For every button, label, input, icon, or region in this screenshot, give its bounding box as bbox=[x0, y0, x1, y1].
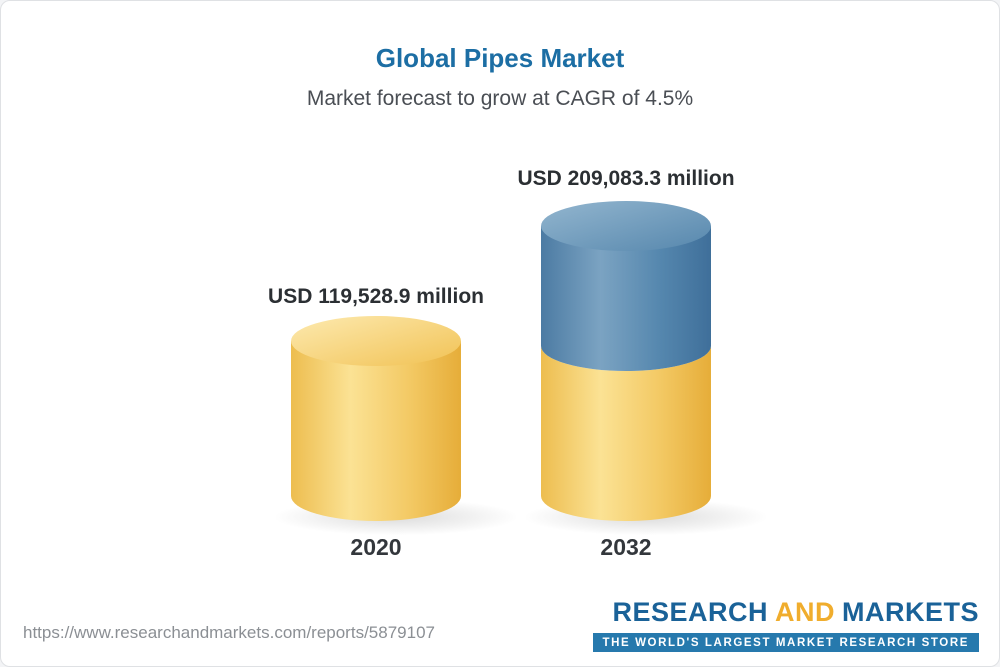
x-label-2020: 2020 bbox=[350, 534, 402, 560]
logo-word-research: RESEARCH bbox=[612, 597, 768, 627]
bar-2020-cylinder bbox=[291, 316, 461, 521]
logo-wordmark: RESEARCH AND MARKETS bbox=[593, 597, 980, 628]
logo-word-and: AND bbox=[775, 597, 835, 627]
bar-2032-top bbox=[541, 201, 711, 251]
bar-2032-cylinder bbox=[541, 201, 711, 521]
bar-2020-top bbox=[291, 316, 461, 366]
bar-2020-body bbox=[291, 341, 461, 521]
bar-2032-base-segment bbox=[541, 346, 711, 521]
value-label-2032: USD 209,083.3 million bbox=[517, 167, 735, 190]
x-label-2032: 2032 bbox=[600, 534, 652, 560]
page-subtitle: Market forecast to grow at CAGR of 4.5% bbox=[306, 87, 694, 110]
report-url: https://www.researchandmarkets.com/repor… bbox=[23, 623, 435, 642]
page-title: Global Pipes Market bbox=[375, 43, 625, 73]
research-and-markets-logo: RESEARCH AND MARKETS THE WORLD'S LARGEST M… bbox=[592, 597, 980, 652]
logo-tagline: THE WORLD'S LARGEST MARKET RESEARCH STOR… bbox=[592, 633, 979, 652]
bar-2032-growth-segment bbox=[541, 226, 711, 371]
value-label-2020: USD 119,528.9 million bbox=[268, 285, 484, 308]
logo-word-markets: MARKETS bbox=[842, 597, 979, 627]
